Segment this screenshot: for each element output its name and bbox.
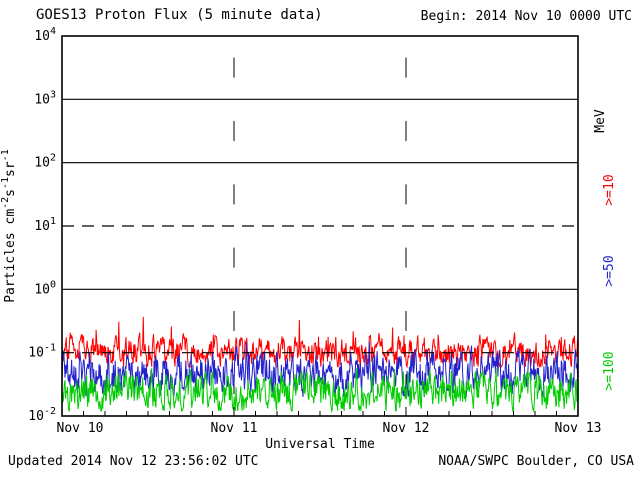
x-tick-label-Nov-12: Nov 12: [383, 421, 430, 436]
y-tick-label-1e0: 100: [34, 279, 56, 297]
x-axis-ticks: [83, 407, 557, 416]
y-tick-label-1e4: 104: [34, 26, 56, 44]
x-tick-label-Nov-13: Nov 13: [555, 421, 602, 436]
source-attribution: NOAA/SWPC Boulder, CO USA: [438, 454, 634, 469]
x-tick-label-Nov-10: Nov 10: [57, 421, 104, 436]
y-tick-label-1e2: 102: [34, 153, 56, 171]
legend-label-ge50: >=50: [602, 255, 617, 286]
y-tick-label-1e3: 103: [34, 89, 56, 107]
y-tick-label-1e-1: 10-1: [28, 343, 56, 361]
chart-title: GOES13 Proton Flux (5 minute data): [36, 7, 323, 23]
updated-timestamp: Updated 2014 Nov 12 23:56:02 UTC: [8, 454, 259, 469]
x-axis-label: Universal Time: [265, 437, 375, 452]
legend-label-ge10: >=10: [602, 174, 617, 205]
series-ge100-line: [61, 367, 579, 413]
unit-label-mev: MeV: [593, 109, 608, 133]
legend-label-ge100: >=100: [602, 351, 617, 390]
x-tick-label-Nov-11: Nov 11: [211, 421, 258, 436]
begin-timestamp: Begin: 2014 Nov 10 0000 UTC: [420, 9, 632, 24]
y-axis-label: Particles cm-2s-1sr-1: [0, 149, 18, 303]
y-tick-label-1e1: 101: [34, 216, 56, 234]
y-tick-label-1e-2: 10-2: [28, 406, 56, 424]
